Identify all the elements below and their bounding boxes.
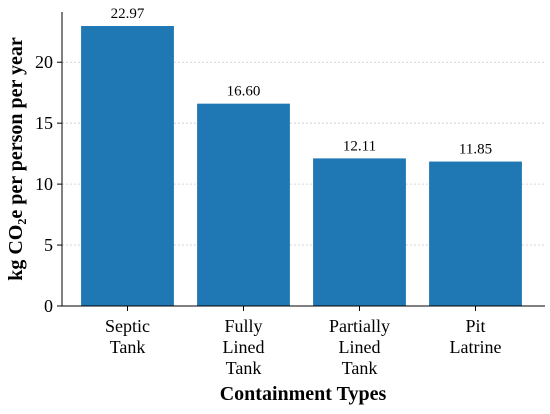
y-tick-label: 15 [35, 113, 53, 133]
x-tick-label: Pit Latrine [450, 316, 502, 357]
x-tick-label: Septic Tank [105, 316, 150, 357]
bar [313, 158, 406, 306]
y-tick-label: 20 [35, 52, 53, 72]
y-tick-label: 0 [44, 296, 53, 316]
bar [197, 103, 290, 307]
value-label: 22.97 [111, 6, 145, 22]
y-tick-label: 5 [44, 235, 53, 255]
y-tick-label: 10 [35, 174, 53, 194]
value-label: 16.60 [227, 84, 261, 100]
y-axis-label: kg CO₂e per person per year [5, 37, 27, 281]
value-label: 12.11 [343, 138, 376, 154]
x-tick-label: Fully Lined Tank [223, 316, 265, 378]
bar [81, 26, 174, 306]
value-label: 11.85 [459, 142, 492, 158]
bar [429, 161, 522, 306]
x-axis-label: Containment Types [220, 383, 387, 405]
x-tick-label: Partially Lined Tank [329, 316, 390, 378]
